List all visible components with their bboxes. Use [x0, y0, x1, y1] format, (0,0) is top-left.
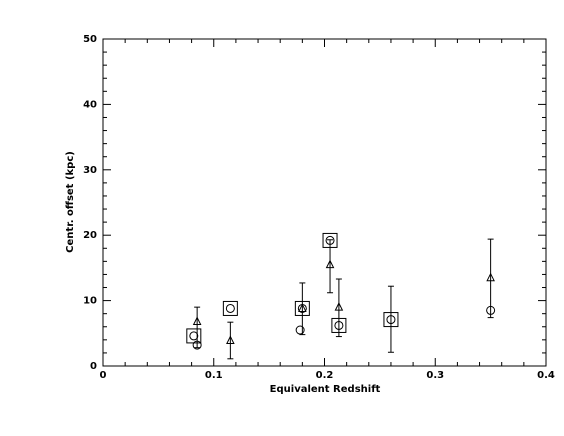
x-axis-label: Equivalent Redshift	[270, 384, 381, 395]
x-tick-label: 0.3	[426, 370, 444, 381]
triangle-marker	[334, 302, 344, 311]
triangle-marker	[325, 259, 335, 269]
circle-marker	[225, 303, 235, 313]
y-tick-label: 20	[83, 230, 97, 241]
circle-marker	[325, 235, 335, 245]
y-tick-label: 10	[83, 296, 97, 307]
square-marker	[383, 312, 399, 328]
square-marker	[294, 300, 310, 316]
square-marker	[322, 232, 338, 248]
circle-marker	[334, 320, 344, 330]
square-marker	[222, 300, 238, 316]
y-axis-label: Centr. offset (kpc)	[65, 151, 76, 253]
y-tick-label: 0	[90, 361, 97, 372]
x-tick-label: 0	[100, 370, 107, 381]
square-marker	[331, 317, 347, 333]
circle-marker	[295, 325, 305, 335]
circle-marker	[386, 315, 396, 325]
triangle-marker	[486, 272, 495, 282]
x-tick-label: 0.1	[205, 370, 223, 381]
y-tick-label: 40	[83, 99, 97, 110]
plot-frame	[102, 38, 547, 367]
x-tick-label: 0.2	[316, 370, 334, 381]
triangle-marker	[298, 303, 307, 312]
triangle-marker	[226, 335, 235, 344]
square-marker	[186, 328, 202, 344]
x-tick-label: 0.4	[537, 370, 555, 381]
circle-marker	[192, 340, 202, 350]
circle-marker	[486, 305, 496, 315]
y-tick-label: 30	[83, 165, 97, 176]
triangle-marker	[192, 316, 202, 326]
circle-marker	[189, 331, 199, 341]
y-tick-label: 50	[83, 34, 97, 45]
